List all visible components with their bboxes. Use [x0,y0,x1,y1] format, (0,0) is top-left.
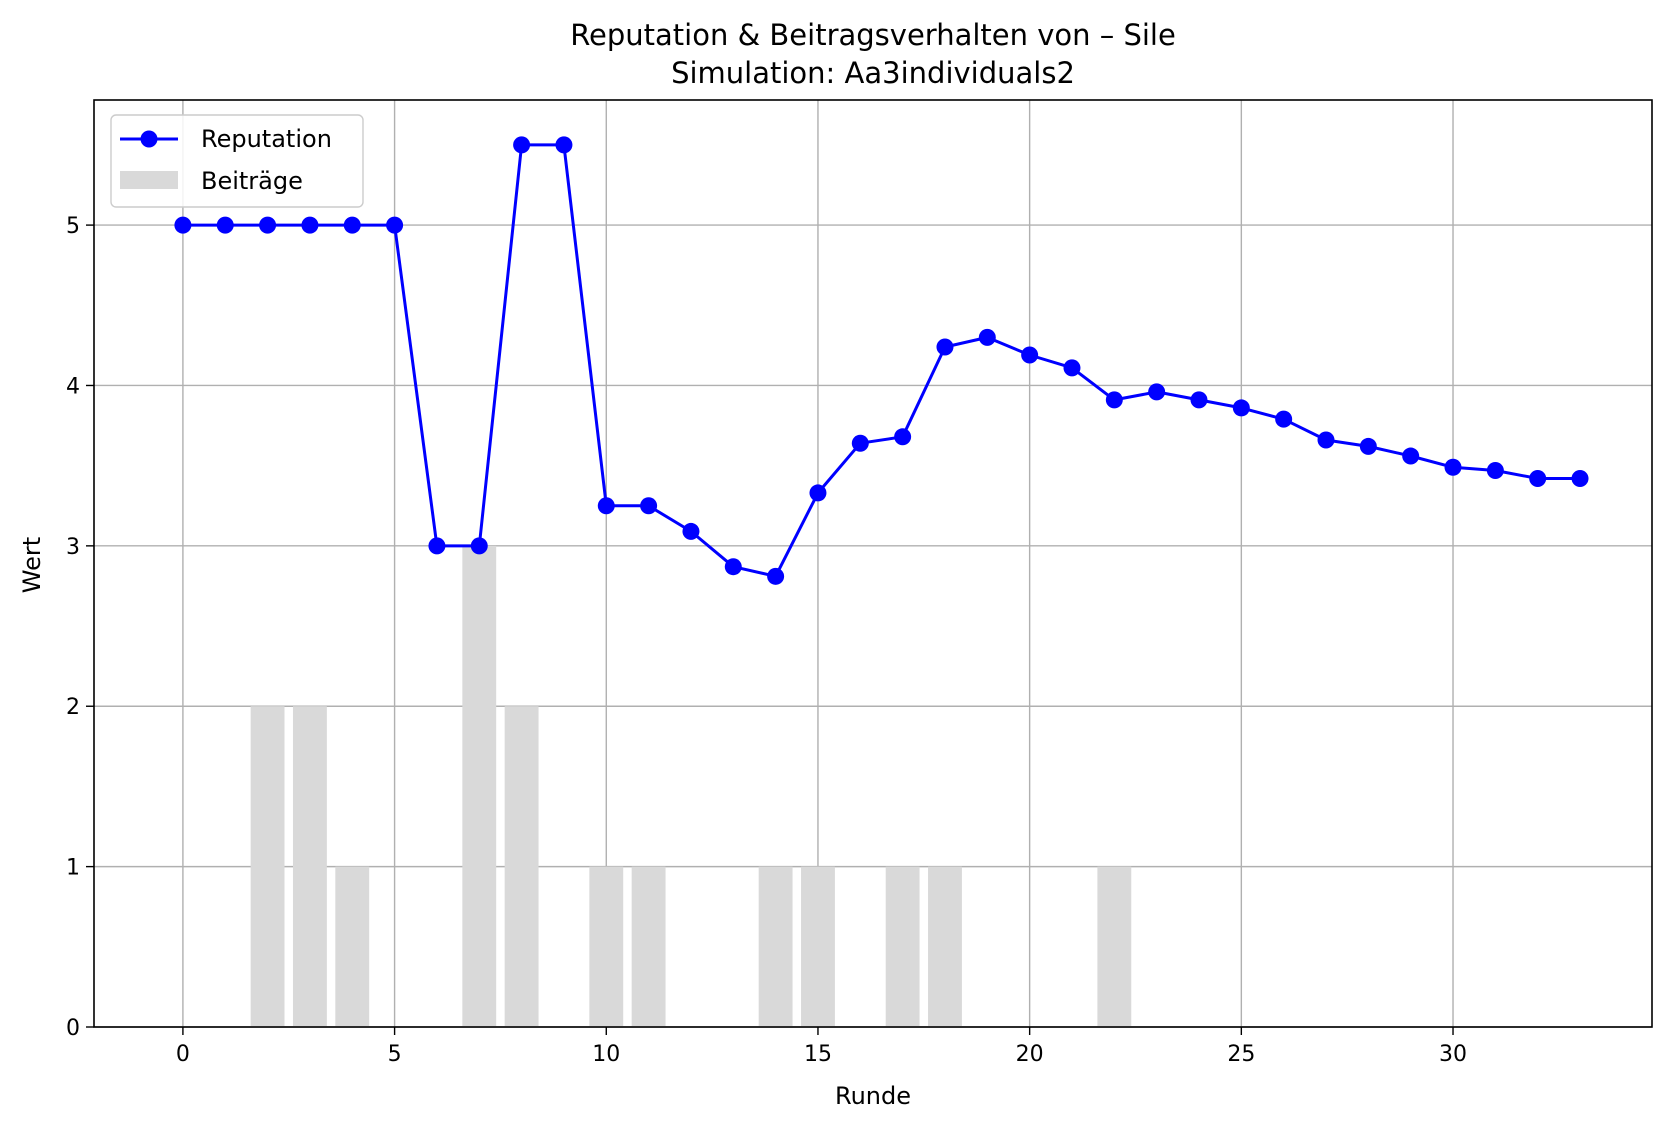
data-point [1105,391,1123,409]
data-point [809,484,827,502]
data-point [1529,469,1547,487]
y-tick-label: 0 [66,1016,80,1041]
data-point [1232,399,1250,417]
x-tick-label: 15 [804,1042,832,1067]
data-point [1571,469,1589,487]
data-point [1148,383,1166,401]
y-axis-label: Wert [18,537,46,593]
legend-bar-swatch [120,171,178,189]
x-tick-label: 10 [592,1042,620,1067]
bar [250,706,285,1027]
data-point [1486,461,1504,479]
bar [292,706,327,1027]
x-tick-label: 5 [388,1042,402,1067]
data-point [640,497,658,515]
x-axis-label: Runde [835,1082,911,1110]
data-point [894,428,912,446]
bar-series-beitraege [250,545,1132,1027]
legend: Reputation Beiträge [110,114,364,208]
bar [504,706,539,1027]
legend-label-beitraege: Beiträge [201,167,303,195]
y-tick-label: 2 [66,695,80,720]
data-point [216,216,234,234]
line-series-reputation [174,136,1589,585]
data-point [767,567,785,585]
bar [631,866,666,1027]
bar [1097,866,1132,1027]
data-point [1275,410,1293,428]
y-axis: 0 1 2 3 4 5 [66,214,94,1041]
x-tick-label: 0 [176,1042,190,1067]
data-point [555,136,573,154]
data-point [513,136,531,154]
y-tick-label: 1 [66,856,80,881]
reputation-line [182,143,1580,578]
data-point [428,537,446,555]
data-point [724,558,742,576]
bar [758,866,793,1027]
x-tick-label: 25 [1227,1042,1255,1067]
bar [885,866,920,1027]
data-point [386,216,404,234]
data-point [936,338,954,356]
data-point [174,216,192,234]
x-axis: 0 5 10 15 20 25 30 [176,1027,1467,1067]
data-point [597,497,615,515]
chart-title: Reputation & Beitragsverhalten von – Sil… [570,18,1176,52]
bar [589,866,624,1027]
y-tick-label: 4 [66,374,80,399]
data-point [259,216,277,234]
data-point [1402,447,1420,465]
bar [928,866,962,1027]
data-point [1444,458,1462,476]
data-point [851,434,869,452]
data-point [470,537,488,555]
plot-frame [93,99,1653,1028]
data-point [301,216,319,234]
data-point [1021,346,1039,364]
bar [462,545,497,1027]
data-point [978,328,996,346]
chart-subtitle: Simulation: Aa3individuals2 [671,56,1075,90]
data-point [1063,359,1081,377]
data-point [1359,437,1377,455]
grid [94,100,1652,1028]
data-point [1317,431,1335,449]
bar [335,866,370,1027]
x-tick-label: 20 [1016,1042,1044,1067]
y-tick-label: 5 [66,214,80,239]
data-point [1190,391,1208,409]
x-tick-label: 30 [1439,1042,1467,1067]
bar [801,866,835,1027]
y-tick-label: 3 [66,535,80,560]
legend-label-reputation: Reputation [201,125,332,153]
data-point [682,522,700,540]
legend-marker-swatch [140,130,158,148]
data-point [343,216,361,234]
